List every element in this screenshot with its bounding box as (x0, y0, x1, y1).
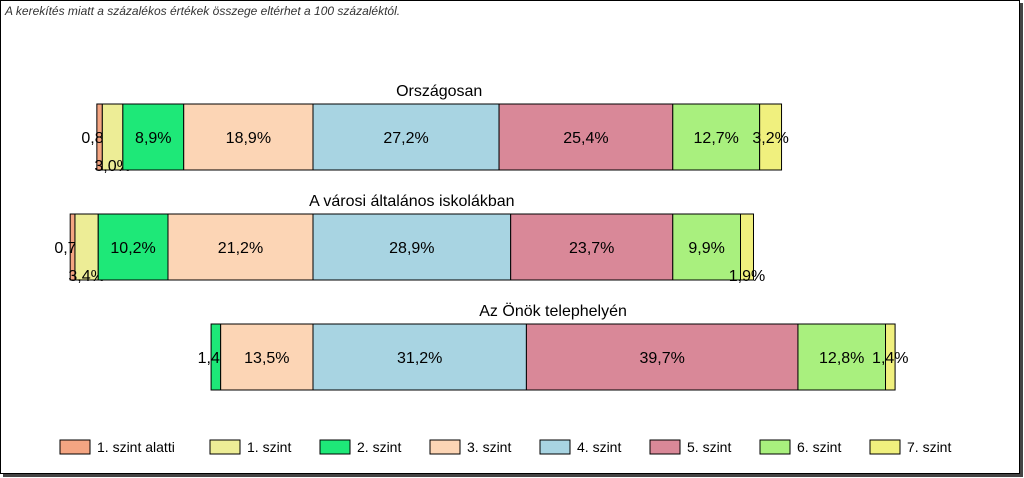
segment-2-8 (740, 213, 754, 281)
segment-3-5 (312, 323, 527, 391)
legend-swatch-8 (869, 439, 901, 455)
data-label-2-2: 3,4% (68, 268, 104, 285)
legend-swatch-6 (649, 439, 681, 455)
data-label-1-4: 18,9% (226, 130, 271, 147)
data-label-1-2: 3,0% (94, 158, 130, 175)
legend-label-5: 4. szint (577, 439, 621, 455)
data-label-3-4: 13,5% (244, 350, 289, 367)
bar-title-3: Az Önök telephelyén (479, 302, 627, 320)
data-label-1-3: 8,9% (135, 130, 171, 147)
data-label-1-6: 25,4% (563, 130, 608, 147)
data-label-2-3: 10,2% (110, 240, 155, 257)
legend-label-2: 1. szint (247, 439, 291, 455)
legend-swatch-3 (319, 439, 351, 455)
data-label-2-8: 1,9% (729, 268, 765, 285)
bar-title-1: Országosan (396, 83, 482, 100)
rounding-note: A kerekítés miatt a százalékos értékek ö… (5, 4, 401, 18)
legend-label-4: 3. szint (467, 439, 511, 455)
segment-2-5 (312, 213, 512, 281)
data-label-1-8: 3,2% (752, 130, 788, 147)
segment-3-8 (885, 323, 896, 391)
bar-title-2: A városi általános iskolákban (309, 193, 514, 210)
data-label-2-5: 28,9% (389, 240, 434, 257)
data-label-1-5: 27,2% (383, 130, 428, 147)
legend-swatch-7 (759, 439, 791, 455)
legend-label-8: 7. szint (907, 439, 951, 455)
data-label-3-7: 12,8% (819, 350, 864, 367)
segment-1-7 (672, 103, 761, 171)
legend-label-6: 5. szint (687, 439, 731, 455)
segment-3-6 (525, 323, 799, 391)
legend-swatch-4 (429, 439, 461, 455)
segment-1-8 (759, 103, 783, 171)
data-label-3-6: 39,7% (639, 350, 684, 367)
segment-3-4 (220, 323, 314, 391)
data-label-2-7: 9,9% (688, 240, 724, 257)
data-label-2-4: 21,2% (218, 240, 263, 257)
segment-2-7 (672, 213, 741, 281)
data-label-3-5: 31,2% (397, 350, 442, 367)
data-label-2-6: 23,7% (569, 240, 614, 257)
segment-3-7 (797, 323, 887, 391)
segment-1-5 (312, 103, 500, 171)
legend-swatch-1 (59, 439, 91, 455)
legend-swatch-5 (539, 439, 571, 455)
segment-2-4 (167, 213, 314, 281)
segment-2-6 (510, 213, 674, 281)
legend-label-3: 2. szint (357, 439, 401, 455)
legend-label-7: 6. szint (797, 439, 841, 455)
legend-swatch-2 (209, 439, 241, 455)
data-label-3-8: 1,4% (872, 350, 908, 367)
legend-label-1: 1. szint alatti (97, 439, 175, 455)
segment-2-3 (97, 213, 169, 281)
data-label-1-7: 12,7% (694, 130, 739, 147)
